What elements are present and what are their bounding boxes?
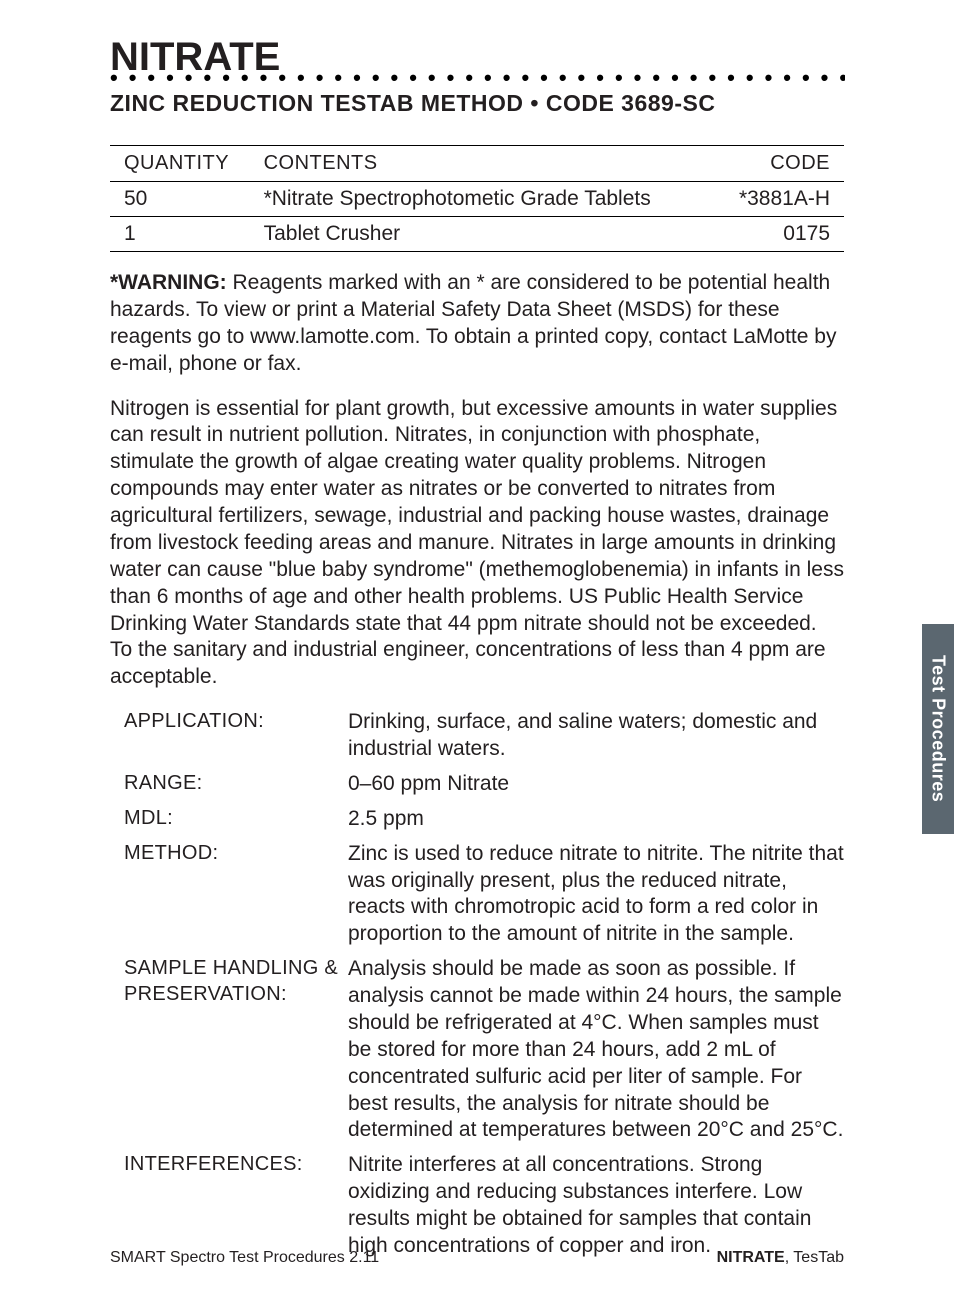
materials-table: QUANTITY CONTENTS CODE 50 *Nitrate Spect… xyxy=(110,145,844,252)
cell-code: 0175 xyxy=(709,217,844,252)
warning-label: *WARNING: xyxy=(110,271,227,294)
spec-value: Zinc is used to reduce nitrate to nitrit… xyxy=(348,841,844,949)
page-title: NITRATE xyxy=(110,35,280,80)
warning-block: *WARNING: Reagents marked with an * are … xyxy=(110,270,844,378)
spec-row-interferences: INTERFERENCES: Nitrite interferes at all… xyxy=(110,1152,844,1260)
cell-quantity: 1 xyxy=(110,217,250,252)
spec-value: Nitrite interferes at all concentrations… xyxy=(348,1152,844,1260)
side-tab: Test Procedures xyxy=(922,624,954,834)
footer-right: NITRATE, TesTab xyxy=(717,1249,844,1267)
spec-row-mdl: MDL: 2.5 ppm xyxy=(110,806,844,833)
page-subtitle: ZINC REDUCTION TESTAB METHOD • CODE 3689… xyxy=(110,90,844,117)
table-row: 50 *Nitrate Spectrophotometic Grade Tabl… xyxy=(110,182,844,217)
footer: SMART Spectro Test Procedures 2.11 NITRA… xyxy=(110,1249,844,1267)
col-quantity: QUANTITY xyxy=(110,146,250,182)
col-contents: CONTENTS xyxy=(250,146,709,182)
spec-label: APPLICATION: xyxy=(110,709,348,735)
spec-row-range: RANGE: 0–60 ppm Nitrate xyxy=(110,771,844,798)
spec-label: INTERFERENCES: xyxy=(110,1152,348,1178)
spec-row-application: APPLICATION: Drinking, surface, and sali… xyxy=(110,709,844,763)
footer-left: SMART Spectro Test Procedures 2.11 xyxy=(110,1249,379,1267)
cell-quantity: 50 xyxy=(110,182,250,217)
spec-value: Drinking, surface, and saline waters; do… xyxy=(348,709,844,763)
intro-text: Nitrogen is essential for plant growth, … xyxy=(110,396,844,692)
footer-right-bold: NITRATE xyxy=(717,1249,785,1266)
spec-row-sample-handling: SAMPLE HANDLING & PRESERVATION: Analysis… xyxy=(110,956,844,1144)
cell-contents: Tablet Crusher xyxy=(250,217,709,252)
cell-contents: *Nitrate Spectrophotometic Grade Tablets xyxy=(250,182,709,217)
spec-value: 2.5 ppm xyxy=(348,806,844,833)
spec-label: SAMPLE HANDLING & PRESERVATION: xyxy=(110,956,348,1007)
spec-label: METHOD: xyxy=(110,841,348,867)
table-row: 1 Tablet Crusher 0175 xyxy=(110,217,844,252)
spec-row-method: METHOD: Zinc is used to reduce nitrate t… xyxy=(110,841,844,949)
spec-value: Analysis should be made as soon as possi… xyxy=(348,956,844,1144)
table-header-row: QUANTITY CONTENTS CODE xyxy=(110,146,844,182)
spec-label: RANGE: xyxy=(110,771,348,797)
title-block: NITRATE ••••••••••••••••••••••••••••••••… xyxy=(110,35,844,117)
side-tab-text: Test Procedures xyxy=(928,655,949,802)
spec-table: APPLICATION: Drinking, surface, and sali… xyxy=(110,709,844,1260)
spec-value: 0–60 ppm Nitrate xyxy=(348,771,844,798)
col-code: CODE xyxy=(709,146,844,182)
cell-code: *3881A-H xyxy=(709,182,844,217)
spec-label: MDL: xyxy=(110,806,348,832)
footer-right-rest: , TesTab xyxy=(785,1249,844,1266)
